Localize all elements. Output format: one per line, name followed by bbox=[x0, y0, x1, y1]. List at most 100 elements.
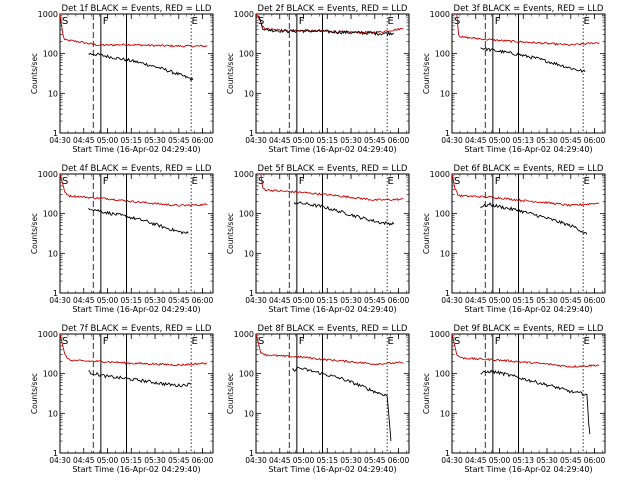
x-tick-label: 05:00 bbox=[97, 136, 119, 145]
x-tick-label: 06:00 bbox=[388, 136, 410, 145]
x-tick-label: 05:45 bbox=[560, 296, 582, 305]
x-tick-label: 05:00 bbox=[293, 456, 315, 465]
x-axis-label: Start Time (16-Apr-02 04:29:40) bbox=[72, 465, 200, 474]
events-series-line bbox=[258, 15, 395, 36]
x-tick-label: 05:15 bbox=[120, 456, 142, 465]
x-tick-label: 04:30 bbox=[49, 136, 71, 145]
y-tick-label: 10 bbox=[244, 249, 254, 258]
marker-label-s: S bbox=[258, 176, 264, 187]
x-tick-label: 04:30 bbox=[441, 136, 463, 145]
y-tick-label: 100 bbox=[43, 210, 58, 219]
events-series-line bbox=[293, 201, 395, 227]
lld-series-line bbox=[256, 14, 404, 34]
marker-label-e: E bbox=[387, 16, 393, 27]
marker-label-s: S bbox=[62, 16, 68, 27]
y-tick-label: 1000 bbox=[38, 10, 58, 19]
y-axis-label: Counts/sec bbox=[422, 53, 431, 94]
plot-frame bbox=[255, 333, 410, 454]
y-tick-label: 100 bbox=[435, 370, 450, 379]
panel-title: Det 3f BLACK = Events, RED = LLD bbox=[454, 4, 604, 14]
lld-series-line bbox=[452, 174, 600, 207]
marker-label-s: S bbox=[454, 336, 460, 347]
x-tick-label: 05:00 bbox=[489, 456, 511, 465]
plot-frame bbox=[59, 13, 214, 134]
x-axis-label: Start Time (16-Apr-02 04:29:40) bbox=[464, 145, 592, 154]
events-series-line bbox=[88, 370, 192, 388]
lld-series-line bbox=[60, 14, 208, 48]
x-axis-label: Start Time (16-Apr-02 04:29:40) bbox=[72, 305, 200, 314]
x-tick-label: 04:45 bbox=[465, 456, 487, 465]
x-tick-label: 05:45 bbox=[168, 296, 190, 305]
events-series-line bbox=[480, 369, 591, 435]
marker-label-s: S bbox=[454, 176, 460, 187]
y-tick-label: 1000 bbox=[234, 170, 254, 179]
marker-label-f: F bbox=[495, 176, 501, 187]
y-tick-label: 1000 bbox=[38, 330, 58, 339]
x-tick-label: 06:00 bbox=[584, 456, 606, 465]
plot-frame bbox=[255, 13, 410, 134]
y-tick-label: 1 bbox=[53, 289, 58, 298]
plot-frame bbox=[59, 173, 214, 294]
x-tick-label: 05:00 bbox=[489, 136, 511, 145]
x-tick-label: 06:00 bbox=[388, 456, 410, 465]
x-tick-label: 06:00 bbox=[192, 136, 214, 145]
x-axis-label: Start Time (16-Apr-02 04:29:40) bbox=[464, 465, 592, 474]
y-tick-label: 1 bbox=[249, 449, 254, 458]
panel-9: Det 9f BLACK = Events, RED = LLD 1 10 100 10… bbox=[422, 324, 606, 474]
x-tick-label: 04:30 bbox=[49, 456, 71, 465]
x-tick-label: 05:13 bbox=[512, 456, 534, 465]
x-tick-label: 05:15 bbox=[316, 456, 338, 465]
y-tick-label: 10 bbox=[440, 409, 450, 418]
y-axis-label: Counts/sec bbox=[30, 373, 39, 414]
y-tick-label: 1 bbox=[445, 129, 450, 138]
y-tick-label: 10 bbox=[48, 409, 58, 418]
plot-frame bbox=[451, 173, 606, 294]
panel-3: Det 3f BLACK = Events, RED = LLD 1 10 100 10… bbox=[422, 4, 606, 154]
panel-7: Det 7f BLACK = Events, RED = LLD 1 10 100 10… bbox=[30, 324, 214, 474]
x-tick-label: 05:45 bbox=[364, 456, 386, 465]
x-tick-label: 05:00 bbox=[293, 296, 315, 305]
y-tick-label: 100 bbox=[43, 50, 58, 59]
x-tick-label: 04:45 bbox=[465, 136, 487, 145]
x-tick-label: 05:30 bbox=[144, 296, 166, 305]
x-tick-label: 04:45 bbox=[73, 456, 95, 465]
y-tick-label: 10 bbox=[244, 89, 254, 98]
panel-1: Det 1f BLACK = Events, RED = LLD 1 10 100 10… bbox=[30, 4, 214, 154]
x-tick-label: 05:30 bbox=[144, 456, 166, 465]
y-axis-label: Counts/sec bbox=[226, 213, 235, 254]
x-tick-label: 05:00 bbox=[97, 296, 119, 305]
y-tick-label: 1000 bbox=[430, 170, 450, 179]
y-axis-label: Counts/sec bbox=[30, 213, 39, 254]
x-tick-label: 05:30 bbox=[144, 136, 166, 145]
x-axis-label: Start Time (16-Apr-02 04:29:40) bbox=[268, 145, 396, 154]
x-axis-label: Start Time (16-Apr-02 04:29:40) bbox=[464, 305, 592, 314]
x-tick-label: 05:15 bbox=[120, 296, 142, 305]
x-tick-label: 05:30 bbox=[340, 456, 362, 465]
marker-label-f: F bbox=[103, 176, 109, 187]
panel-title: Det 4f BLACK = Events, RED = LLD bbox=[62, 164, 212, 174]
panel-title: Det 1f BLACK = Events, RED = LLD bbox=[62, 4, 212, 14]
panel-title: Det 7f BLACK = Events, RED = LLD bbox=[62, 324, 212, 334]
panel-6: Det 6f BLACK = Events, RED = LLD 1 10 100 10… bbox=[422, 164, 606, 314]
x-tick-label: 05:45 bbox=[364, 136, 386, 145]
y-tick-label: 1000 bbox=[234, 330, 254, 339]
y-tick-label: 10 bbox=[244, 409, 254, 418]
x-tick-label: 04:45 bbox=[269, 136, 291, 145]
x-tick-label: 04:30 bbox=[441, 456, 463, 465]
y-tick-label: 100 bbox=[43, 370, 58, 379]
x-tick-label: 05:15 bbox=[512, 296, 534, 305]
marker-label-f: F bbox=[103, 16, 109, 27]
y-tick-label: 1000 bbox=[430, 330, 450, 339]
x-tick-label: 04:30 bbox=[245, 456, 267, 465]
panel-8: Det 8f BLACK = Events, RED = LLD 1 10 100 10… bbox=[226, 324, 410, 474]
y-axis-label: Counts/sec bbox=[422, 213, 431, 254]
y-tick-label: 1 bbox=[445, 449, 450, 458]
x-tick-label: 04:45 bbox=[269, 456, 291, 465]
marker-label-e: E bbox=[191, 336, 197, 347]
lld-series-line bbox=[60, 334, 208, 367]
y-axis-label: Counts/sec bbox=[422, 373, 431, 414]
marker-label-e: E bbox=[583, 336, 589, 347]
lld-series-line bbox=[260, 174, 404, 202]
x-tick-label: 04:45 bbox=[465, 296, 487, 305]
